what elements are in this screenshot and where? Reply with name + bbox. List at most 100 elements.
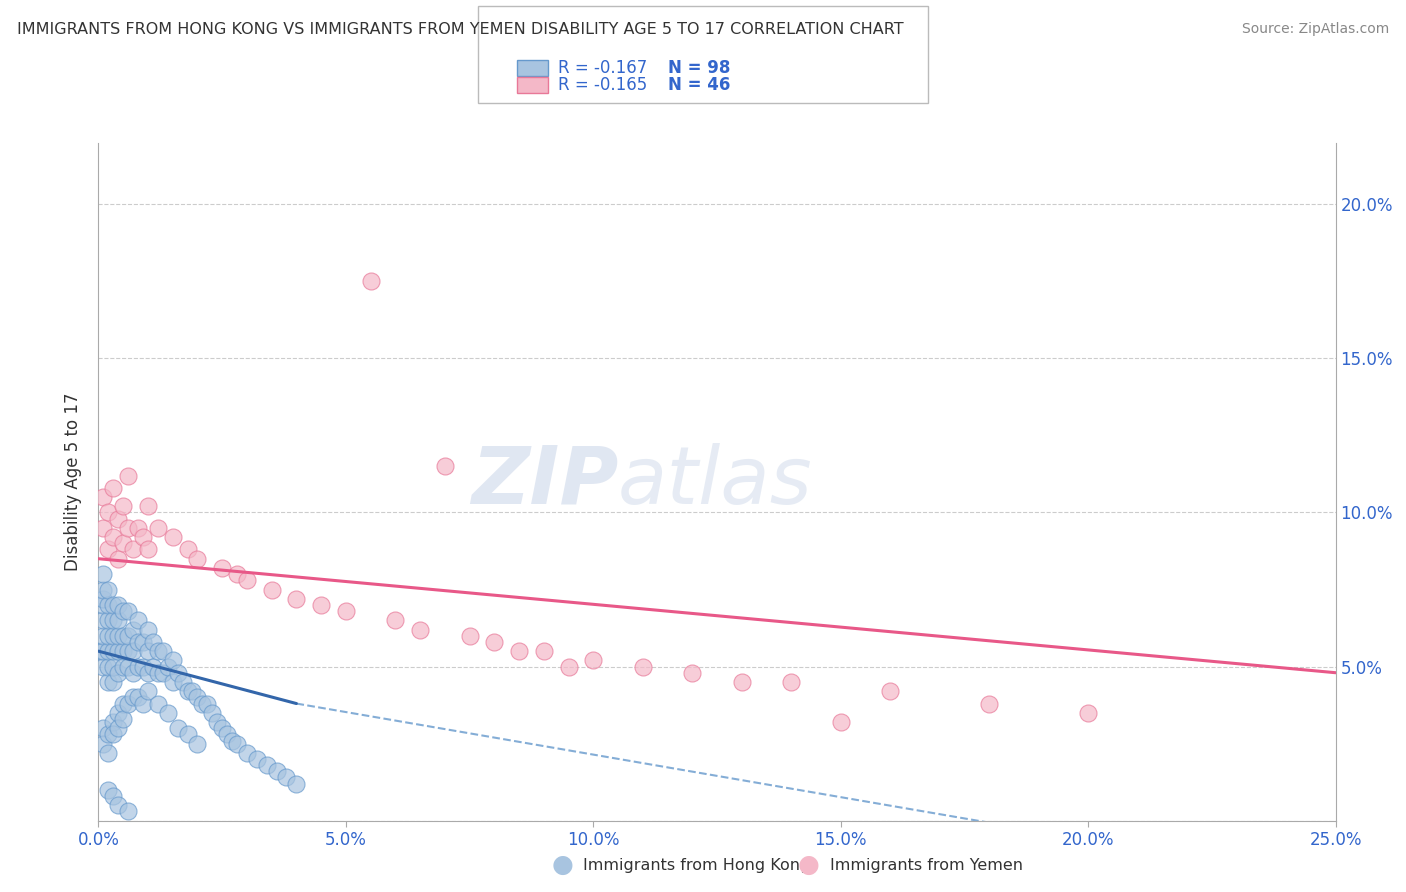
Point [93, 644, 115, 658]
Point [103, 659, 125, 673]
Point [136, 542, 159, 557]
Point [117, 521, 139, 535]
Point [879, 684, 901, 698]
Point [97, 675, 120, 690]
Point [132, 635, 155, 649]
Point [103, 714, 125, 729]
Point [103, 598, 125, 612]
Point [146, 697, 169, 711]
Point [97, 582, 120, 597]
Point [285, 591, 308, 606]
Point [112, 500, 135, 514]
Point [117, 659, 139, 673]
Point [127, 635, 149, 649]
Point [97, 727, 120, 741]
Point [93, 629, 115, 643]
Point [409, 623, 432, 637]
Bar [517, 60, 548, 76]
Point [107, 665, 129, 680]
Point [97, 746, 120, 760]
Point [93, 567, 115, 582]
Y-axis label: Disability Age 5 to 17: Disability Age 5 to 17 [65, 392, 83, 571]
Point [384, 613, 406, 627]
Point [93, 490, 115, 504]
Point [103, 789, 125, 803]
Text: N = 46: N = 46 [668, 76, 730, 94]
Point [484, 635, 506, 649]
Point [97, 629, 120, 643]
Point [107, 613, 129, 627]
Point [103, 629, 125, 643]
Point [360, 274, 382, 288]
Point [132, 659, 155, 673]
Point [122, 665, 145, 680]
Point [97, 598, 120, 612]
Point [103, 530, 125, 544]
Point [433, 459, 456, 474]
Point [97, 613, 120, 627]
Point [136, 644, 159, 658]
Text: ●: ● [797, 854, 820, 877]
Point [117, 697, 139, 711]
Point [122, 542, 145, 557]
Point [285, 777, 308, 791]
Point [97, 659, 120, 673]
Text: R = -0.167: R = -0.167 [558, 59, 647, 77]
Point [97, 542, 120, 557]
Point [117, 604, 139, 618]
Point [103, 644, 125, 658]
Point [103, 481, 125, 495]
Text: atlas: atlas [619, 442, 813, 521]
Point [127, 659, 149, 673]
Point [146, 665, 169, 680]
Point [117, 629, 139, 643]
Point [557, 659, 579, 673]
Point [107, 644, 129, 658]
Point [112, 629, 135, 643]
Point [533, 644, 555, 658]
Point [90, 644, 112, 658]
Point [681, 665, 703, 680]
Point [127, 690, 149, 705]
Point [93, 598, 115, 612]
Point [107, 798, 129, 813]
Point [156, 659, 179, 673]
Point [93, 582, 115, 597]
Point [1077, 706, 1099, 720]
Point [236, 574, 259, 588]
Point [246, 752, 269, 766]
Point [93, 521, 115, 535]
Point [276, 771, 298, 785]
Text: Immigrants from Yemen: Immigrants from Yemen [830, 858, 1022, 872]
Point [117, 644, 139, 658]
Point [256, 758, 278, 772]
Point [142, 635, 165, 649]
Point [93, 737, 115, 751]
Point [162, 530, 184, 544]
Point [117, 468, 139, 483]
Point [132, 530, 155, 544]
Point [127, 521, 149, 535]
Point [117, 805, 139, 819]
Point [107, 551, 129, 566]
Point [162, 675, 184, 690]
Point [176, 684, 198, 698]
Point [226, 567, 249, 582]
Text: N = 98: N = 98 [668, 59, 730, 77]
Text: IMMIGRANTS FROM HONG KONG VS IMMIGRANTS FROM YEMEN DISABILITY AGE 5 TO 17 CORREL: IMMIGRANTS FROM HONG KONG VS IMMIGRANTS … [17, 22, 904, 37]
Point [211, 721, 233, 735]
Point [103, 727, 125, 741]
Point [582, 653, 605, 667]
Point [309, 598, 332, 612]
Point [335, 604, 357, 618]
Point [205, 714, 228, 729]
Point [260, 582, 283, 597]
Text: ZIP: ZIP [471, 442, 619, 521]
Text: Source: ZipAtlas.com: Source: ZipAtlas.com [1241, 22, 1389, 37]
Point [186, 690, 208, 705]
Point [93, 591, 115, 606]
Point [631, 659, 654, 673]
Point [112, 697, 135, 711]
Point [221, 733, 243, 747]
Point [136, 665, 159, 680]
